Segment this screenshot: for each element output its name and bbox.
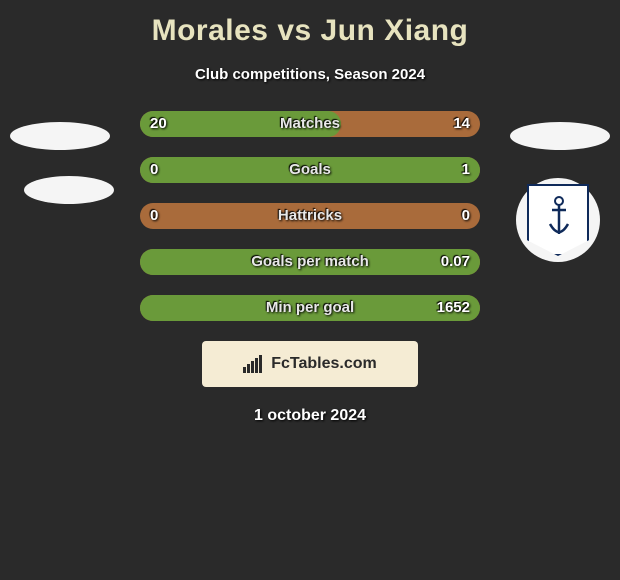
- stat-row-gpm: Goals per match 0.07: [140, 249, 480, 275]
- stat-row-mpg: Min per goal 1652: [140, 295, 480, 321]
- player1-badge-2: [24, 176, 114, 204]
- stat-label: Matches: [140, 111, 480, 137]
- stat-label: Min per goal: [140, 295, 480, 321]
- page-date: 1 october 2024: [0, 407, 620, 425]
- stat-row-goals: 0 Goals 1: [140, 157, 480, 183]
- stat-right-val: 1652: [437, 295, 470, 321]
- stat-row-matches: 20 Matches 14: [140, 111, 480, 137]
- stat-right-val: 0: [462, 203, 470, 229]
- stat-right-val: 0.07: [441, 249, 470, 275]
- barchart-icon: [243, 355, 265, 373]
- player2-badge-1: [510, 122, 610, 150]
- stat-right-val: 1: [462, 157, 470, 183]
- stat-row-hattricks: 0 Hattricks 0: [140, 203, 480, 229]
- footer-brand[interactable]: FcTables.com: [202, 341, 418, 387]
- stat-label: Hattricks: [140, 203, 480, 229]
- anchor-icon: [548, 196, 570, 240]
- player2-club-crest: [516, 178, 600, 262]
- page-title: Morales vs Jun Xiang: [0, 14, 620, 48]
- page-subtitle: Club competitions, Season 2024: [0, 66, 620, 83]
- stat-label: Goals per match: [140, 249, 480, 275]
- stat-label: Goals: [140, 157, 480, 183]
- footer-label: FcTables.com: [271, 355, 377, 373]
- stat-right-val: 14: [453, 111, 470, 137]
- player1-badge-1: [10, 122, 110, 150]
